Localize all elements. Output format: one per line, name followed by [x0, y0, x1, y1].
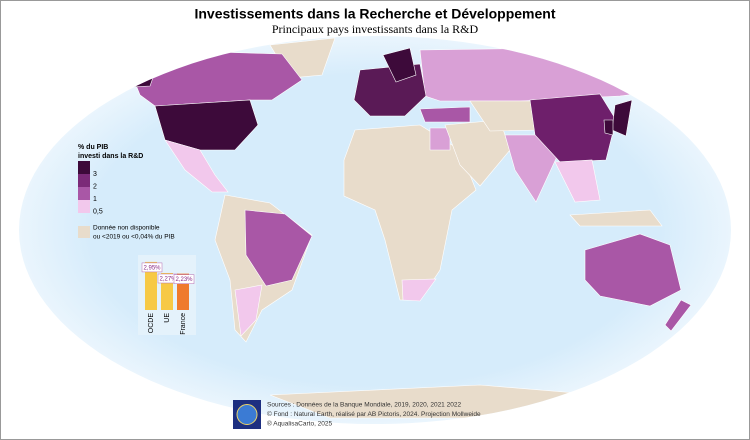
legend-no-data-label: Donnée non disponible	[93, 225, 160, 232]
legend-swatch	[78, 161, 90, 174]
category-label: OCDE	[148, 313, 155, 334]
footer: Sources : Données de la Banque Mondiale,…	[267, 402, 481, 428]
legend-label: 2	[93, 183, 97, 190]
bar	[145, 261, 157, 310]
legend-title: investi dans la R&D	[78, 153, 143, 160]
logo-globe	[236, 404, 258, 425]
footer-line: © Fond : Natural Earth, réalisé par AB P…	[267, 410, 481, 418]
legend-swatch-no-data	[78, 226, 90, 238]
legend-label: 0,5	[93, 208, 103, 215]
footer-line: Sources : Données de la Banque Mondiale,…	[267, 402, 461, 409]
legend-swatch	[78, 174, 90, 187]
category-label: France	[180, 313, 187, 335]
legend-title: % du PIB	[78, 144, 108, 151]
value-label: 2,95%	[143, 265, 161, 271]
legend-label: 1	[93, 196, 97, 203]
legend-label: 3	[93, 171, 97, 178]
legend-swatch	[78, 200, 90, 213]
footer-line: ® AqualisaCarto, 2025	[267, 420, 333, 428]
subtitle: Principaux pays investissants dans la R&…	[272, 22, 479, 36]
legend: % du PIB investi dans la R&D 3 2 1 0,5 Donnée …	[78, 144, 175, 241]
legend-swatch	[78, 187, 90, 200]
value-label-box	[173, 274, 195, 284]
category-label: UE	[164, 313, 171, 323]
value-label: 2,27%	[159, 277, 177, 283]
title: Investissements dans la Recherche et Dév…	[194, 6, 555, 22]
value-label-box	[141, 262, 163, 273]
value-label: 2,23%	[175, 277, 193, 283]
legend-no-data-label: ou <2019 ou <0,04% du PIB	[93, 234, 175, 241]
inset-chart: 2,95% OCDE 2,27% UE 2,23% France	[141, 261, 195, 335]
